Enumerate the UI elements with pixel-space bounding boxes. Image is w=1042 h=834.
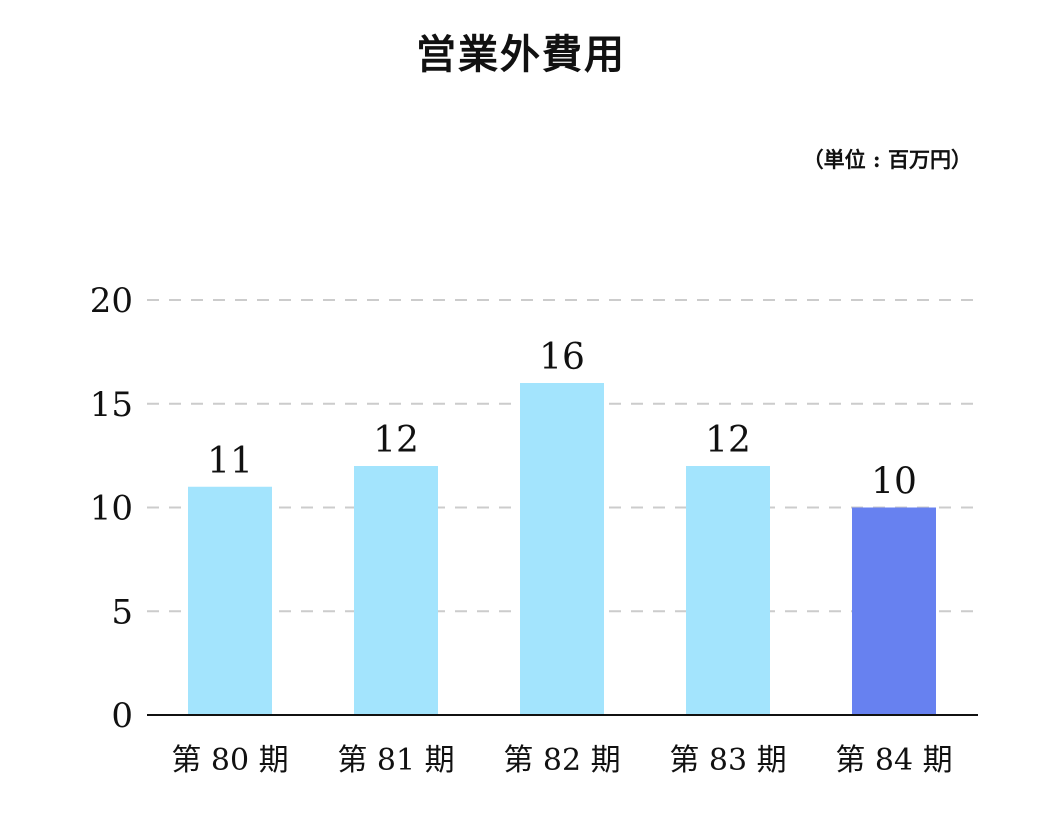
bar-2 [520, 383, 604, 715]
bar-4 [852, 507, 936, 715]
gridlines [147, 299, 978, 613]
bars [188, 383, 936, 715]
unit-label: （単位 : 百万円） [802, 147, 972, 172]
labels: 0 5 10 15 20 11 第 80 期 12 第 81 期 16 第 82 期 12 第 83 期… [90, 281, 953, 778]
chart-title: 営業外費用 [416, 31, 626, 78]
y-tick-label-15: 15 [90, 385, 133, 425]
data-label-4: 10 [871, 462, 917, 503]
data-label-3: 12 [705, 420, 751, 461]
data-label-2: 16 [539, 337, 585, 378]
x-tick-label-1: 第 81 期 [337, 743, 454, 778]
y-tick-label-10: 10 [90, 489, 133, 529]
x-tick-label-0: 第 80 期 [171, 743, 288, 778]
y-tick-label-0: 0 [111, 696, 133, 736]
x-tick-label-2: 第 82 期 [503, 743, 620, 778]
bar-3 [686, 466, 770, 715]
bar-0 [188, 486, 272, 715]
x-tick-label-4: 第 84 期 [835, 743, 952, 778]
x-tick-label-3: 第 83 期 [669, 743, 786, 778]
y-tick-label-5: 5 [111, 592, 133, 632]
data-label-0: 11 [207, 441, 253, 482]
y-tick-label-20: 20 [90, 281, 133, 321]
data-label-1: 12 [373, 420, 419, 461]
bar-1 [354, 466, 438, 715]
